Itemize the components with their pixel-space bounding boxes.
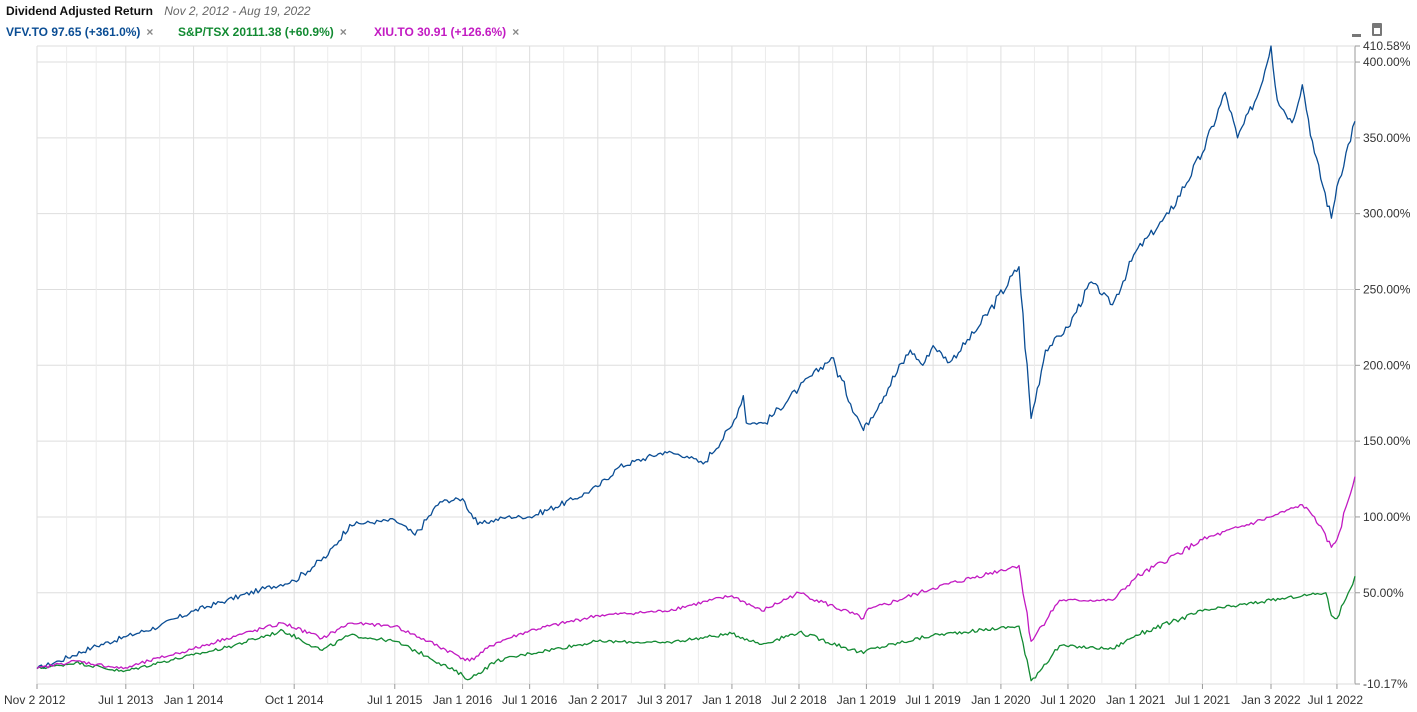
- y-tick-label: 350.00%: [1363, 131, 1411, 145]
- remove-series-icon[interactable]: ×: [512, 25, 520, 39]
- x-tick-label: Jul 1 2019: [905, 693, 961, 707]
- y-tick-label: 100.00%: [1363, 510, 1411, 524]
- x-tick-label: Jan 1 2016: [433, 693, 493, 707]
- y-tick-label: 150.00%: [1363, 434, 1411, 448]
- x-tick-label: Jan 2 2017: [568, 693, 628, 707]
- x-tick-label: Jul 1 2020: [1040, 693, 1096, 707]
- grid: [36, 45, 1356, 685]
- x-tick-label: Jul 1 2013: [98, 693, 154, 707]
- series-layer: [36, 45, 1356, 682]
- series-line-xiu-to: [36, 476, 1356, 670]
- legend-item-sptsx[interactable]: S&P/TSX 20111.38 (+60.9%) ×: [178, 25, 347, 39]
- x-tick-label: Jul 3 2017: [637, 693, 693, 707]
- series-line-vfv-to: [36, 45, 1356, 670]
- x-tick-label: Jan 1 2019: [837, 693, 897, 707]
- legend-label: XIU.TO 30.91 (+126.6%): [374, 25, 507, 39]
- y-tick-label: 300.00%: [1363, 207, 1411, 221]
- legend-label: VFV.TO 97.65 (+361.0%): [6, 25, 141, 39]
- y-tick-label: -10.17%: [1363, 677, 1408, 691]
- chart-title: Dividend Adjusted Return: [6, 4, 153, 18]
- x-tick-label: Jul 1 2015: [367, 693, 423, 707]
- x-tick-label: Jan 1 2021: [1106, 693, 1166, 707]
- x-tick-label: Jan 1 2020: [971, 693, 1031, 707]
- x-tick-label: Jul 1 2022: [1308, 693, 1364, 707]
- y-tick-label: 250.00%: [1363, 282, 1411, 296]
- y-axis: 410.58% 400.00% 350.00% 300.00% 250.00% 200.0…: [1355, 39, 1411, 691]
- y-tick-label: 50.00%: [1363, 586, 1404, 600]
- legend-item-xiu[interactable]: XIU.TO 30.91 (+126.6%) ×: [374, 25, 519, 39]
- chart-toolbar: [1352, 22, 1382, 42]
- legend-item-vfv[interactable]: VFV.TO 97.65 (+361.0%) ×: [6, 25, 153, 39]
- chart-header: Dividend Adjusted Return Nov 2, 2012 - A…: [6, 4, 311, 22]
- y-tick-label: 410.58%: [1363, 39, 1411, 53]
- x-axis: Nov 2 2012 Jul 1 2013 Jan 1 2014 Oct 1 2014…: [4, 684, 1363, 707]
- series-line-s-p-tsx: [36, 576, 1356, 682]
- y-tick-label: 200.00%: [1363, 358, 1411, 372]
- x-tick-label: Jan 1 2014: [164, 693, 224, 707]
- y-tick-label: 400.00%: [1363, 55, 1411, 69]
- legend-label: S&P/TSX 20111.38 (+60.9%): [178, 25, 334, 39]
- x-tick-label: Jan 3 2022: [1241, 693, 1301, 707]
- date-range: Nov 2, 2012 - Aug 19, 2022: [164, 4, 311, 18]
- x-tick-label: Oct 1 2014: [265, 693, 324, 707]
- remove-series-icon[interactable]: ×: [339, 25, 347, 39]
- minimize-icon[interactable]: [1352, 34, 1361, 37]
- x-tick-label: Jul 1 2021: [1175, 693, 1231, 707]
- x-tick-label: Nov 2 2012: [4, 693, 66, 707]
- maximize-icon[interactable]: [1372, 23, 1382, 36]
- x-tick-label: Jul 1 2016: [502, 693, 558, 707]
- x-tick-label: Jan 1 2018: [702, 693, 762, 707]
- x-tick-label: Jul 2 2018: [771, 693, 827, 707]
- remove-series-icon[interactable]: ×: [146, 25, 154, 39]
